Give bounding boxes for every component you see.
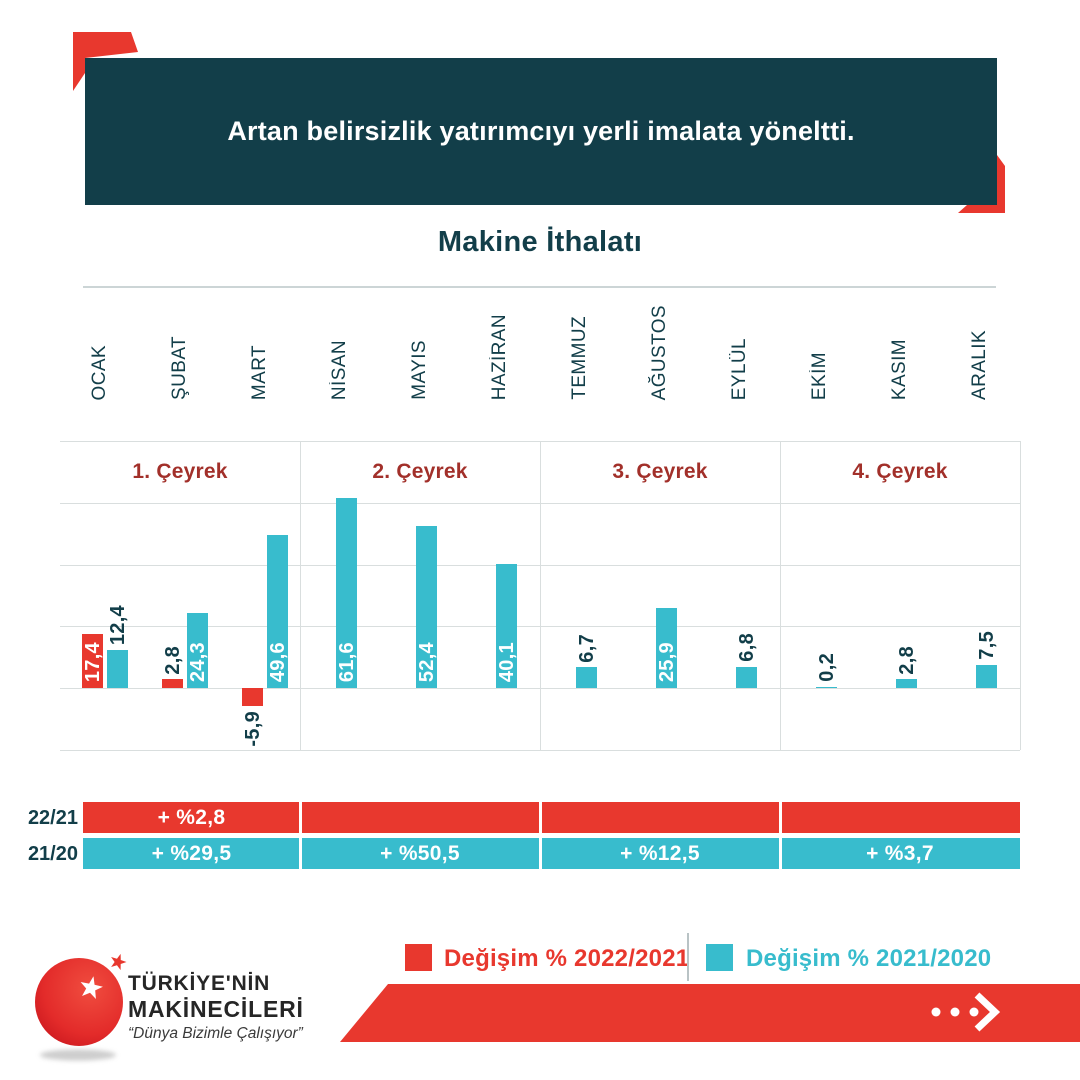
bar-teal (896, 679, 917, 688)
logo-shadow (40, 1049, 116, 1061)
bar-value-label: 49,6 (266, 641, 289, 682)
bar-teal (656, 608, 677, 688)
logo-globe (35, 958, 123, 1046)
month-label: OCAK (89, 344, 110, 400)
chart-title: Makine İthalatı (437, 226, 643, 258)
bar-teal (416, 526, 437, 688)
quarter-divider-line (1020, 441, 1021, 750)
month-label: HAZİRAN (489, 313, 510, 400)
bar-value-label: 40,1 (495, 641, 518, 682)
month-label: MART (249, 344, 270, 400)
month-label: AĞUSTOS (649, 304, 670, 400)
quarter-label: 4. Çeyrek (852, 459, 948, 483)
bar-value-label: 2,8 (895, 645, 918, 675)
quarter-divider-line (780, 441, 781, 750)
quarter-label: 2. Çeyrek (372, 459, 468, 483)
month-label: TEMMUZ (569, 316, 590, 400)
bar-teal (107, 649, 128, 688)
summary-divider (299, 802, 302, 833)
legend-divider (687, 933, 689, 981)
quarter-divider-line (300, 441, 301, 750)
title-divider-line (83, 286, 996, 288)
summary-divider (539, 838, 542, 869)
summary-divider (779, 838, 782, 869)
legend-label-2021-2020: Değişim % 2021/2020 (746, 945, 992, 972)
summary-row-label: 21/20 (27, 842, 78, 865)
quarter-label: 3. Çeyrek (612, 459, 708, 483)
dots-icon (931, 1007, 979, 1017)
summary-segment-value: + %29,5 (151, 842, 232, 865)
chevron-right-icon (974, 992, 1001, 1032)
legend-swatch-2021-2020 (706, 944, 733, 971)
summary-row-label: 22/21 (27, 806, 78, 829)
legend-swatch-2022-2021 (405, 944, 432, 971)
bar-value-label: 52,4 (415, 641, 438, 682)
bar-teal (336, 497, 357, 688)
star-icon (80, 976, 103, 999)
bar-red (162, 679, 183, 688)
bar-red (242, 688, 263, 707)
summary-segment-value: + %3,7 (866, 842, 934, 865)
corner-accent-bottom-right (958, 155, 1005, 213)
summary-segment-value: + %50,5 (380, 842, 460, 865)
gridline-h (60, 749, 1020, 751)
bar-value-label: 61,6 (335, 641, 358, 682)
summary-divider (779, 802, 782, 833)
ribbon-arrow-button[interactable] (918, 986, 1008, 1040)
bar-value-label: 6,8 (735, 633, 758, 663)
bar-value-label: 2,8 (161, 645, 184, 675)
quarter-divider-line (540, 441, 541, 750)
header-banner: Artan belirsizlik yatırımcıyı yerli imal… (85, 58, 997, 205)
bar-teal (816, 687, 837, 688)
month-label: EKİM (809, 351, 830, 400)
brand-logo-mark (35, 953, 127, 1061)
small-star-icon (111, 953, 127, 971)
bar-teal (187, 612, 208, 688)
legend: Değişim % 2022/2021 Değişim % 2021/2020 (405, 944, 1005, 972)
month-label: EYLÜL (729, 337, 750, 400)
brand-tagline: “Dünya Bizimle Çalışıyor” (128, 1025, 303, 1042)
month-label: ŞUBAT (169, 336, 190, 400)
summary-segment-value: + %12,5 (620, 842, 700, 865)
summary-divider (299, 838, 302, 869)
bar-value-label: 24,3 (186, 641, 209, 682)
month-label: KASIM (889, 338, 910, 400)
bar-teal (736, 667, 757, 688)
month-label: ARALIK (969, 330, 990, 400)
summary-segment-value: + %2,8 (157, 806, 226, 829)
month-label: NİSAN (329, 339, 350, 400)
bar-value-label: 17,4 (81, 641, 104, 682)
bar-value-label: -5,9 (241, 711, 264, 747)
bar-value-label: 7,5 (975, 631, 998, 660)
brand-logo-text: TÜRKİYE'NİN MAKİNECİLERİ “Dünya Bizimle … (128, 971, 358, 1044)
bar-value-label: 25,9 (655, 641, 678, 682)
bar-red (82, 634, 103, 688)
bar-value-label: 12,4 (106, 604, 129, 645)
headline-text: Artan belirsizlik yatırımcıyı yerli imal… (227, 116, 855, 146)
bar-value-label: 6,7 (575, 633, 598, 663)
bar-value-label: 0,2 (815, 653, 838, 682)
summary-bar (83, 838, 1020, 869)
summary-bar (83, 802, 1020, 833)
month-label: MAYIS (409, 340, 430, 400)
legend-label-2022-2021: Değişim % 2022/2021 (444, 945, 690, 972)
bar-teal (267, 534, 288, 688)
bar-teal (976, 664, 997, 688)
brand-name-line1: TÜRKİYE'NİN (128, 972, 271, 995)
bar-teal (576, 667, 597, 688)
brand-name-line2: MAKİNECİLERİ (128, 996, 304, 1022)
corner-accent-top-left (73, 32, 138, 91)
quarter-label: 1. Çeyrek (132, 459, 228, 483)
summary-divider (539, 802, 542, 833)
bar-teal (496, 564, 517, 688)
